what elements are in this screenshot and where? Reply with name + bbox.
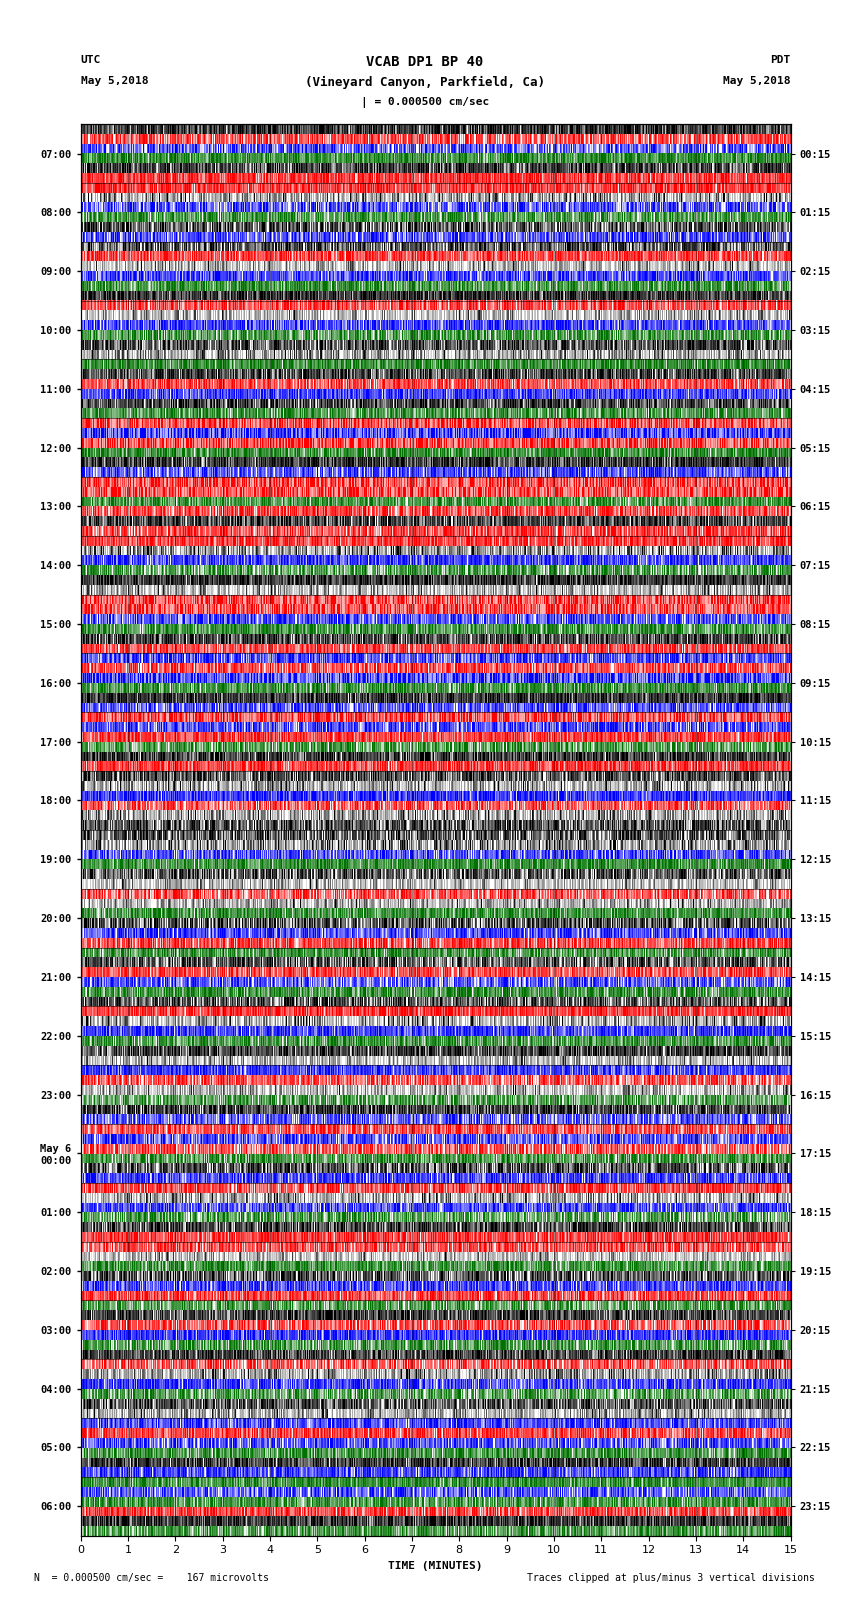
Text: | = 0.000500 cm/sec: | = 0.000500 cm/sec	[361, 97, 489, 108]
Text: May 5,2018: May 5,2018	[723, 76, 791, 85]
Text: N  = 0.000500 cm/sec =    167 microvolts: N = 0.000500 cm/sec = 167 microvolts	[34, 1573, 269, 1582]
Text: PDT: PDT	[770, 55, 790, 65]
Text: May 5,2018: May 5,2018	[81, 76, 148, 85]
Text: Traces clipped at plus/minus 3 vertical divisions: Traces clipped at plus/minus 3 vertical …	[527, 1573, 815, 1582]
Text: UTC: UTC	[81, 55, 101, 65]
Text: VCAB DP1 BP 40: VCAB DP1 BP 40	[366, 55, 484, 69]
X-axis label: TIME (MINUTES): TIME (MINUTES)	[388, 1561, 483, 1571]
Text: (Vineyard Canyon, Parkfield, Ca): (Vineyard Canyon, Parkfield, Ca)	[305, 76, 545, 89]
